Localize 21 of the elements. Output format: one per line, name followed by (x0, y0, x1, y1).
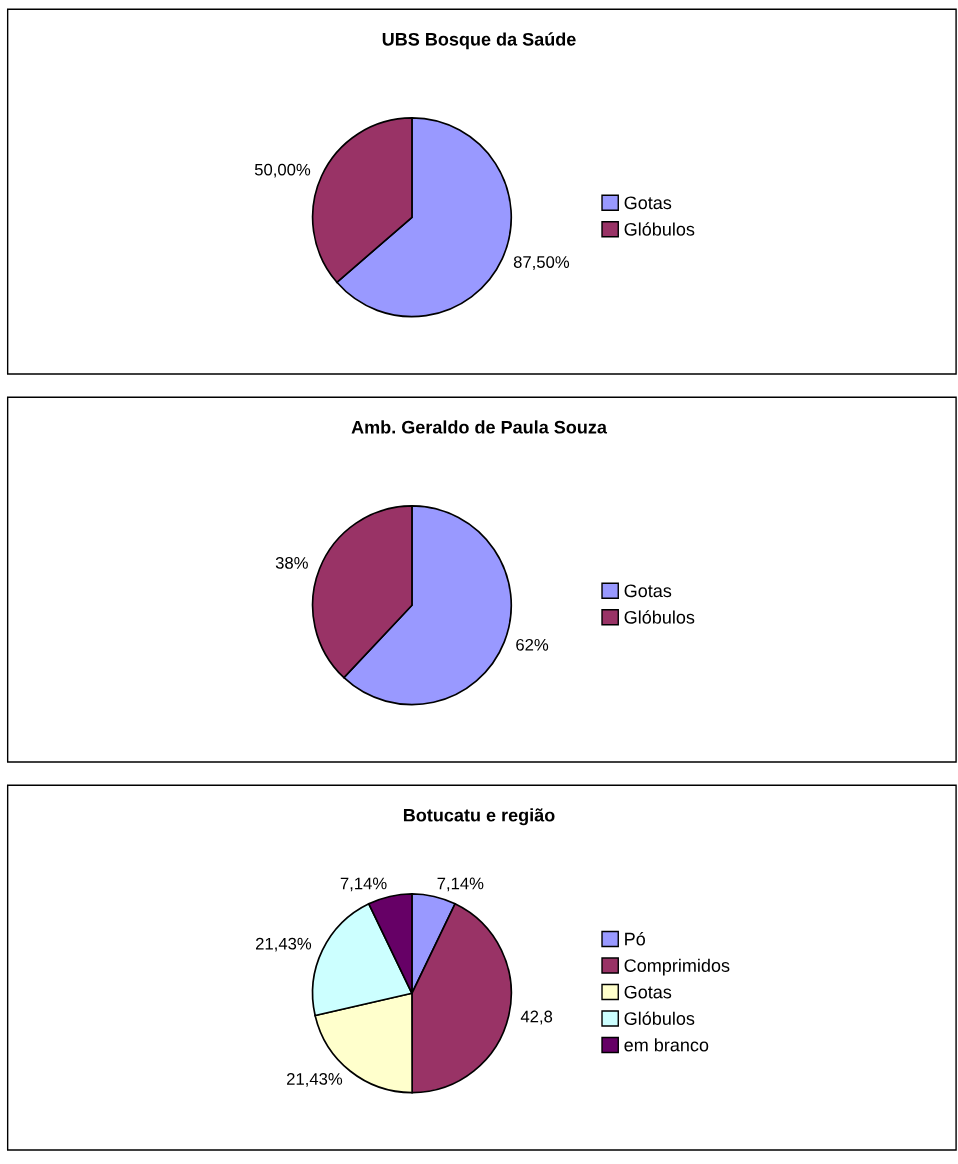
legend-label: Gotas (624, 584, 672, 598)
data-label: 7,14% (340, 877, 387, 892)
data-label: 62% (516, 638, 549, 651)
data-label: 21,43% (256, 937, 312, 952)
chart-title: Botucatu e região (403, 808, 555, 826)
data-label: 87,50% (513, 256, 570, 270)
chart-title: UBS Bosque da Saúde (382, 32, 576, 50)
data-label: 38% (275, 557, 308, 569)
data-label: 42,8 (520, 1010, 553, 1025)
legend-label: Glóbulos (624, 610, 695, 624)
legend-label: Glóbulos (624, 222, 695, 236)
legend-label: Pó (625, 931, 646, 946)
data-label: 21,43% (287, 1073, 343, 1087)
legend-label: Glóbulos (624, 1011, 695, 1025)
chart-title: Amb. Geraldo de Paula Souza (351, 420, 608, 434)
data-label: 50,00% (254, 163, 311, 178)
data-label: 7,14% (437, 877, 484, 892)
legend-label: Comprimidos (624, 958, 730, 976)
legend-label: Gotas (624, 196, 672, 210)
legend-label: em branco (624, 1038, 709, 1052)
legend-label: Gotas (624, 985, 672, 999)
